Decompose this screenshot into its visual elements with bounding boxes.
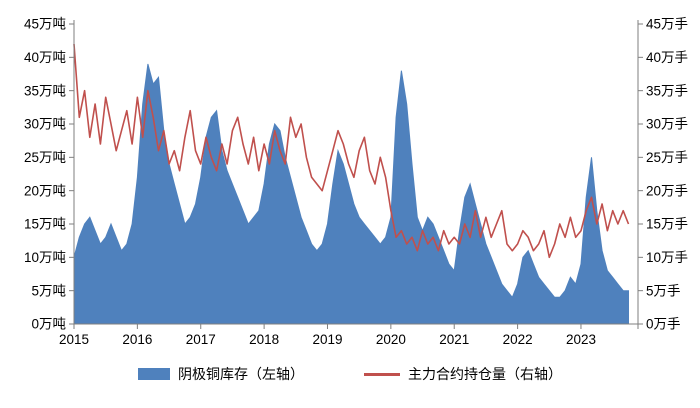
svg-text:30万吨: 30万吨 <box>24 117 66 132</box>
svg-text:10万吨: 10万吨 <box>24 250 66 265</box>
svg-text:2018: 2018 <box>249 332 279 347</box>
svg-text:45万吨: 45万吨 <box>24 17 66 32</box>
svg-text:45万手: 45万手 <box>646 17 688 32</box>
svg-text:25万手: 25万手 <box>646 150 688 165</box>
svg-text:20万吨: 20万吨 <box>24 183 66 198</box>
legend-label-inventory: 阴极铜库存（左轴） <box>178 366 304 382</box>
svg-text:2022: 2022 <box>503 332 533 347</box>
legend-label-open-interest: 主力合约持仓量（右轴） <box>408 366 562 382</box>
svg-text:2021: 2021 <box>439 332 469 347</box>
svg-text:35万手: 35万手 <box>646 83 688 98</box>
svg-text:2019: 2019 <box>312 332 342 347</box>
svg-text:5万手: 5万手 <box>646 283 681 298</box>
svg-text:10万手: 10万手 <box>646 250 688 265</box>
svg-text:2016: 2016 <box>122 332 152 347</box>
legend-item-open-interest: 主力合约持仓量（右轴） <box>364 364 562 384</box>
svg-text:20万手: 20万手 <box>646 183 688 198</box>
svg-text:2023: 2023 <box>566 332 596 347</box>
svg-text:15万吨: 15万吨 <box>24 217 66 232</box>
legend-swatch-inventory-icon <box>138 368 170 380</box>
svg-text:40万手: 40万手 <box>646 50 688 65</box>
svg-text:30万手: 30万手 <box>646 117 688 132</box>
svg-text:0万吨: 0万吨 <box>31 317 66 332</box>
svg-text:35万吨: 35万吨 <box>24 83 66 98</box>
svg-text:15万手: 15万手 <box>646 217 688 232</box>
svg-text:40万吨: 40万吨 <box>24 50 66 65</box>
legend-swatch-open-interest-icon <box>364 372 400 376</box>
svg-text:2020: 2020 <box>376 332 406 347</box>
svg-text:25万吨: 25万吨 <box>24 150 66 165</box>
chart-svg: 0万吨 5万吨 10万吨 15万吨 20万吨 25万吨 30万吨 35万吨 40万吨 45万吨 0万… <box>24 17 688 347</box>
svg-text:2017: 2017 <box>186 332 216 347</box>
svg-text:5万吨: 5万吨 <box>31 283 66 298</box>
svg-text:0万手: 0万手 <box>646 317 681 332</box>
legend-item-inventory: 阴极铜库存（左轴） <box>138 364 304 384</box>
chart-legend: 阴极铜库存（左轴） 主力合约持仓量（右轴） <box>0 364 700 384</box>
svg-text:2015: 2015 <box>59 332 89 347</box>
